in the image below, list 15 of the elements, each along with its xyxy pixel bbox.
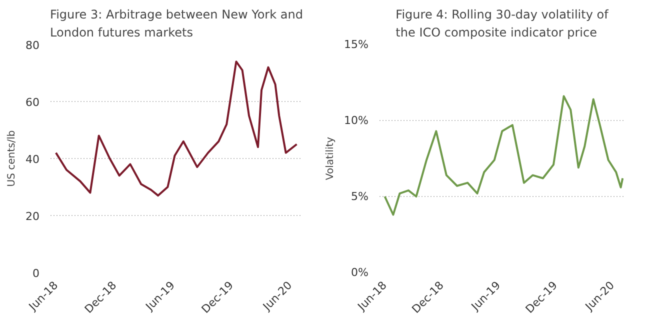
line-series: [54, 60, 298, 197]
y-axis-title: Volatility: [325, 136, 336, 180]
y-tick-label: 20: [26, 210, 40, 223]
line-series: [384, 95, 624, 216]
y-tick-label: 0: [32, 267, 40, 280]
chart-title: Figure 3: Arbitrage between New York and London futures markets: [50, 7, 303, 40]
y-axis-title: US cents/lb: [6, 130, 18, 187]
y-tick-label: 0%: [351, 266, 368, 279]
y-tick-label: 40: [26, 153, 40, 166]
y-tick-label: 15%: [344, 38, 369, 51]
y-tick-label: 80: [26, 39, 40, 52]
chart-title: Figure 4: Rolling 30-day volatility of the ICO composite indicator price: [396, 7, 610, 40]
y-tick-label: 10%: [344, 114, 369, 127]
y-tick-label: 5%: [351, 190, 368, 203]
y-tick-label: 60: [26, 96, 40, 109]
